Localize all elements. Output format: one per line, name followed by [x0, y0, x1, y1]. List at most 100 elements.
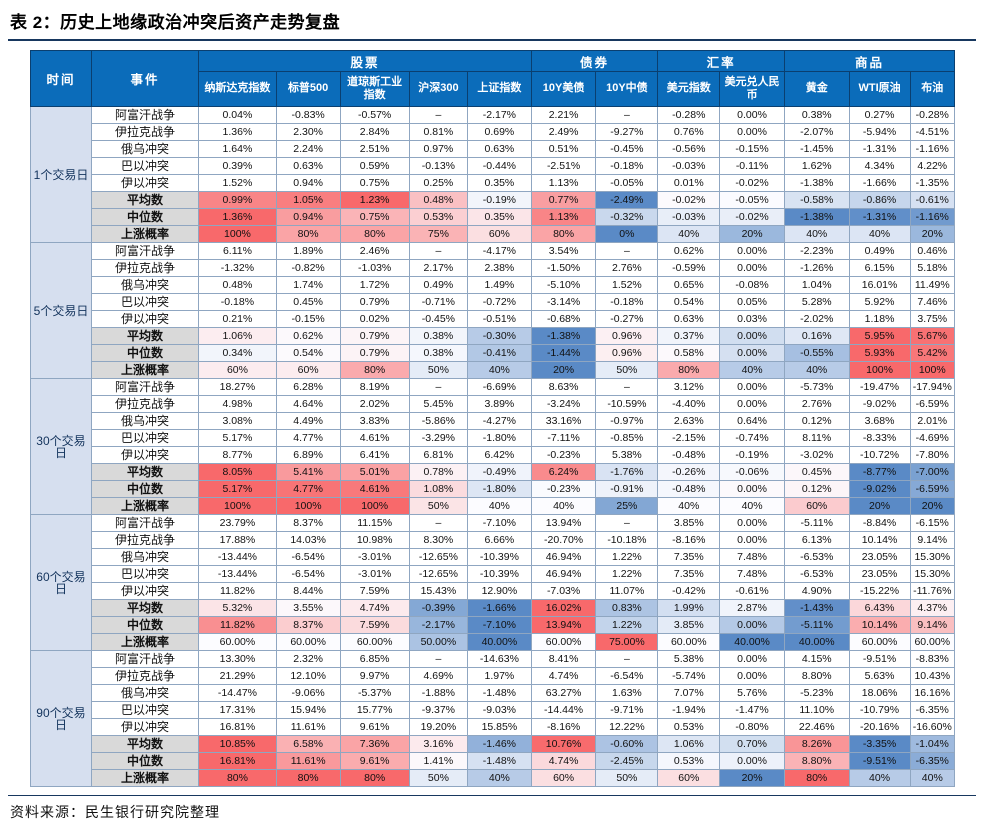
- value-cell: 5.76%: [719, 684, 785, 702]
- value-cell: -0.58%: [783, 191, 850, 209]
- asset-column-header: 10Y美债: [530, 71, 597, 107]
- asset-performance-table: 时间 事件 股票 债券 汇率 商品 纳斯达克指数 标普500 道琼斯工业指数 沪深300 上证指数 1…: [30, 50, 956, 787]
- event-label: 伊以冲突: [90, 718, 200, 736]
- value-cell: -5.37%: [339, 684, 410, 702]
- value-cell: 9.14%: [909, 616, 956, 634]
- table-row: 俄乌冲突 -13.44% -6.54% -3.01% -12.65% -10.39% 46.…: [31, 548, 956, 566]
- value-cell: 14.03%: [275, 531, 341, 549]
- value-cell: 2.01%: [909, 412, 956, 430]
- value-cell: 5.93%: [848, 344, 911, 362]
- value-cell: -6.35%: [909, 701, 956, 719]
- value-cell: -1.88%: [408, 684, 469, 702]
- value-cell: 0.69%: [467, 123, 532, 141]
- value-cell: -0.18%: [595, 157, 659, 175]
- value-cell: 8.37%: [275, 514, 341, 532]
- value-cell: 60%: [275, 361, 341, 379]
- value-cell: -0.23%: [530, 446, 597, 464]
- value-cell: 1.06%: [198, 327, 277, 345]
- value-cell: 0.83%: [595, 599, 659, 617]
- asset-column-header: WTI原油: [848, 71, 911, 107]
- value-cell: 0.96%: [595, 327, 659, 345]
- value-cell: –: [595, 514, 659, 532]
- footer-divider: [8, 795, 976, 796]
- value-cell: 80%: [339, 225, 410, 243]
- value-cell: 8.44%: [275, 582, 341, 600]
- asset-column-header: 10Y中债: [595, 71, 659, 107]
- value-cell: -0.85%: [595, 429, 659, 447]
- value-cell: 1.74%: [275, 276, 341, 294]
- value-cell: 3.08%: [198, 412, 277, 430]
- value-cell: -1.66%: [467, 599, 532, 617]
- table-row: 上涨概率 60% 60% 80% 50% 40% 20% 50% 80% 40% 40% 100% 10…: [31, 361, 956, 379]
- event-label: 阿富汗战争: [90, 378, 200, 396]
- value-cell: 1.52%: [198, 174, 277, 192]
- asset-column-header: 布油: [909, 71, 956, 107]
- value-cell: -4.40%: [657, 395, 721, 413]
- value-cell: 0.54%: [275, 344, 341, 362]
- value-cell: -0.27%: [595, 310, 659, 328]
- value-cell: 3.68%: [848, 412, 911, 430]
- value-cell: 7.48%: [719, 548, 785, 566]
- value-cell: -0.49%: [467, 463, 532, 481]
- value-cell: 10.85%: [198, 735, 277, 753]
- value-cell: -5.11%: [783, 514, 850, 532]
- value-cell: 50%: [408, 769, 469, 787]
- value-cell: 20%: [719, 225, 785, 243]
- value-cell: 3.89%: [467, 395, 532, 413]
- value-cell: 2.87%: [719, 599, 785, 617]
- value-cell: -1.43%: [783, 599, 850, 617]
- value-cell: 60.00%: [339, 633, 410, 651]
- value-cell: 15.94%: [275, 701, 341, 719]
- value-cell: 5.01%: [339, 463, 410, 481]
- value-cell: 50%: [408, 497, 469, 515]
- value-cell: –: [595, 242, 659, 260]
- value-cell: -1.80%: [467, 429, 532, 447]
- value-cell: 13.94%: [530, 616, 597, 634]
- value-cell: -0.03%: [657, 208, 721, 226]
- value-cell: -0.13%: [408, 157, 469, 175]
- value-cell: 4.74%: [339, 599, 410, 617]
- table-row: 俄乌冲突 -14.47% -9.06% -5.37% -1.88% -1.48% 63.27…: [31, 684, 956, 702]
- value-cell: 40%: [467, 769, 532, 787]
- event-label: 伊拉克战争: [90, 531, 200, 549]
- value-cell: -2.17%: [408, 616, 469, 634]
- value-cell: 0.53%: [657, 752, 721, 770]
- table-row: 巴以冲突 17.31% 15.94% 15.77% -9.37% -9.03% -14.44…: [31, 701, 956, 719]
- value-cell: 0.59%: [339, 157, 410, 175]
- value-cell: 0.38%: [408, 344, 469, 362]
- value-cell: -4.69%: [909, 429, 956, 447]
- event-label: 俄乌冲突: [90, 140, 200, 158]
- value-cell: -2.23%: [783, 242, 850, 260]
- value-cell: 4.64%: [275, 395, 341, 413]
- value-cell: -10.18%: [595, 531, 659, 549]
- value-cell: -1.48%: [467, 752, 532, 770]
- event-label: 阿富汗战争: [90, 106, 200, 124]
- value-cell: -8.16%: [657, 531, 721, 549]
- asset-class-header: 债券: [530, 50, 659, 72]
- value-cell: 0.77%: [530, 191, 597, 209]
- value-cell: 1.62%: [783, 157, 850, 175]
- value-cell: 0.00%: [719, 650, 785, 668]
- event-label: 伊以冲突: [90, 582, 200, 600]
- value-cell: -1.38%: [783, 174, 850, 192]
- value-cell: –: [408, 242, 469, 260]
- value-cell: 1.22%: [595, 548, 659, 566]
- table-row: 巴以冲突 0.39% 0.63% 0.59% -0.13% -0.44% -2.51% -0.…: [31, 157, 956, 175]
- value-cell: 6.66%: [467, 531, 532, 549]
- value-cell: 4.77%: [275, 480, 341, 498]
- summary-label: 平均数: [90, 327, 200, 345]
- table-row: 伊以冲突 1.52% 0.94% 0.75% 0.25% 0.35% 1.13% -0.05%…: [31, 174, 956, 192]
- value-cell: 23.05%: [848, 565, 911, 583]
- summary-label: 中位数: [90, 616, 200, 634]
- value-cell: 4.15%: [783, 650, 850, 668]
- value-cell: 0.46%: [909, 242, 956, 260]
- value-cell: 15.43%: [408, 582, 469, 600]
- value-cell: 80%: [339, 361, 410, 379]
- value-cell: -0.26%: [657, 463, 721, 481]
- table-row: 60个交易日 阿富汗战争 23.79% 8.37% 11.15% – -7.10% 13.94…: [30, 514, 956, 651]
- event-label: 巴以冲突: [90, 157, 200, 175]
- value-cell: -5.11%: [783, 616, 850, 634]
- value-cell: 16.02%: [530, 599, 597, 617]
- table-row: 俄乌冲突 3.08% 4.49% 3.83% -5.86% -4.27% 33.16% -0.…: [31, 412, 956, 430]
- value-cell: 0.01%: [657, 174, 721, 192]
